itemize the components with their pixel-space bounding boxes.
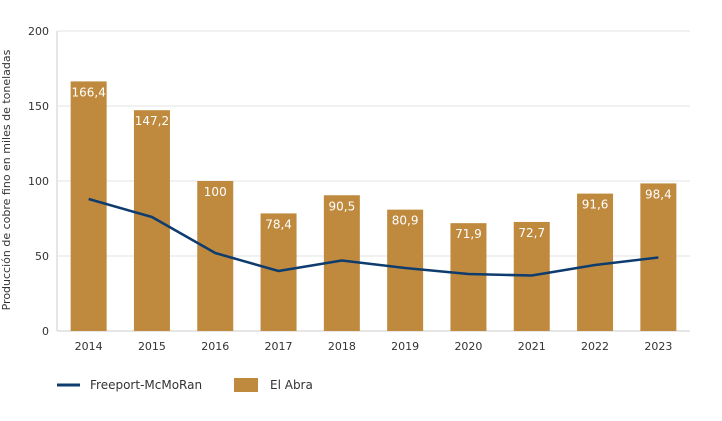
bar-value-label: 91,6 (582, 198, 609, 212)
x-tick-label: 2016 (201, 340, 229, 353)
x-tick-label: 2017 (265, 340, 293, 353)
bar-el-abra-2020 (450, 223, 487, 331)
bar-value-label: 71,9 (455, 227, 482, 241)
bar-value-label: 90,5 (328, 199, 355, 213)
x-tick-labels: 2014 2015 2016 2017 2018 2019 2020 2021 2022 2023 (75, 340, 673, 353)
x-tick-label: 2018 (328, 340, 356, 353)
y-tick-label: 100 (28, 175, 49, 188)
bar-el-abra-2014 (70, 81, 107, 332)
y-tick-label: 150 (28, 100, 49, 113)
legend-label-freeport: Freeport-McMoRan (90, 378, 202, 392)
bar-value-label: 147,2 (135, 114, 169, 128)
y-tick-labels: 0 50 100 150 200 (28, 25, 49, 338)
y-tick-label: 0 (42, 325, 49, 338)
bar-value-label: 80,9 (392, 214, 419, 228)
legend: Freeport-McMoRan El Abra (57, 378, 313, 392)
bar-value-label: 100 (204, 185, 227, 199)
x-tick-label: 2015 (138, 340, 166, 353)
bar-value-label: 166,4 (71, 85, 105, 99)
y-tick-label: 200 (28, 25, 49, 38)
bars: 166,4 147,2 100 78,4 90,5 80,9 71,9 72,7 91,6 98,… (70, 81, 677, 332)
x-tick-label: 2021 (518, 340, 546, 353)
bar-el-abra-2022 (577, 193, 614, 331)
freeport-line-series (88, 197, 659, 277)
y-tick-label: 50 (35, 250, 49, 263)
x-tick-label: 2022 (581, 340, 609, 353)
y-axis-label: Producción de cobre fino en miles de ton… (0, 49, 13, 310)
legend-label-el-abra: El Abra (270, 378, 313, 392)
bar-el-abra-2015 (133, 110, 170, 331)
bar-value-label: 78,4 (265, 217, 292, 231)
bar-value-label: 98,4 (645, 187, 672, 201)
bar-el-abra-2023 (640, 183, 677, 331)
x-tick-label: 2019 (391, 340, 419, 353)
x-tick-label: 2020 (454, 340, 482, 353)
legend-swatch-el-abra (234, 378, 258, 392)
bar-value-label: 72,7 (518, 226, 545, 240)
line-freeport-mcmoran (88, 197, 659, 277)
x-tick-label: 2014 (75, 340, 103, 353)
x-tick-label: 2023 (644, 340, 672, 353)
